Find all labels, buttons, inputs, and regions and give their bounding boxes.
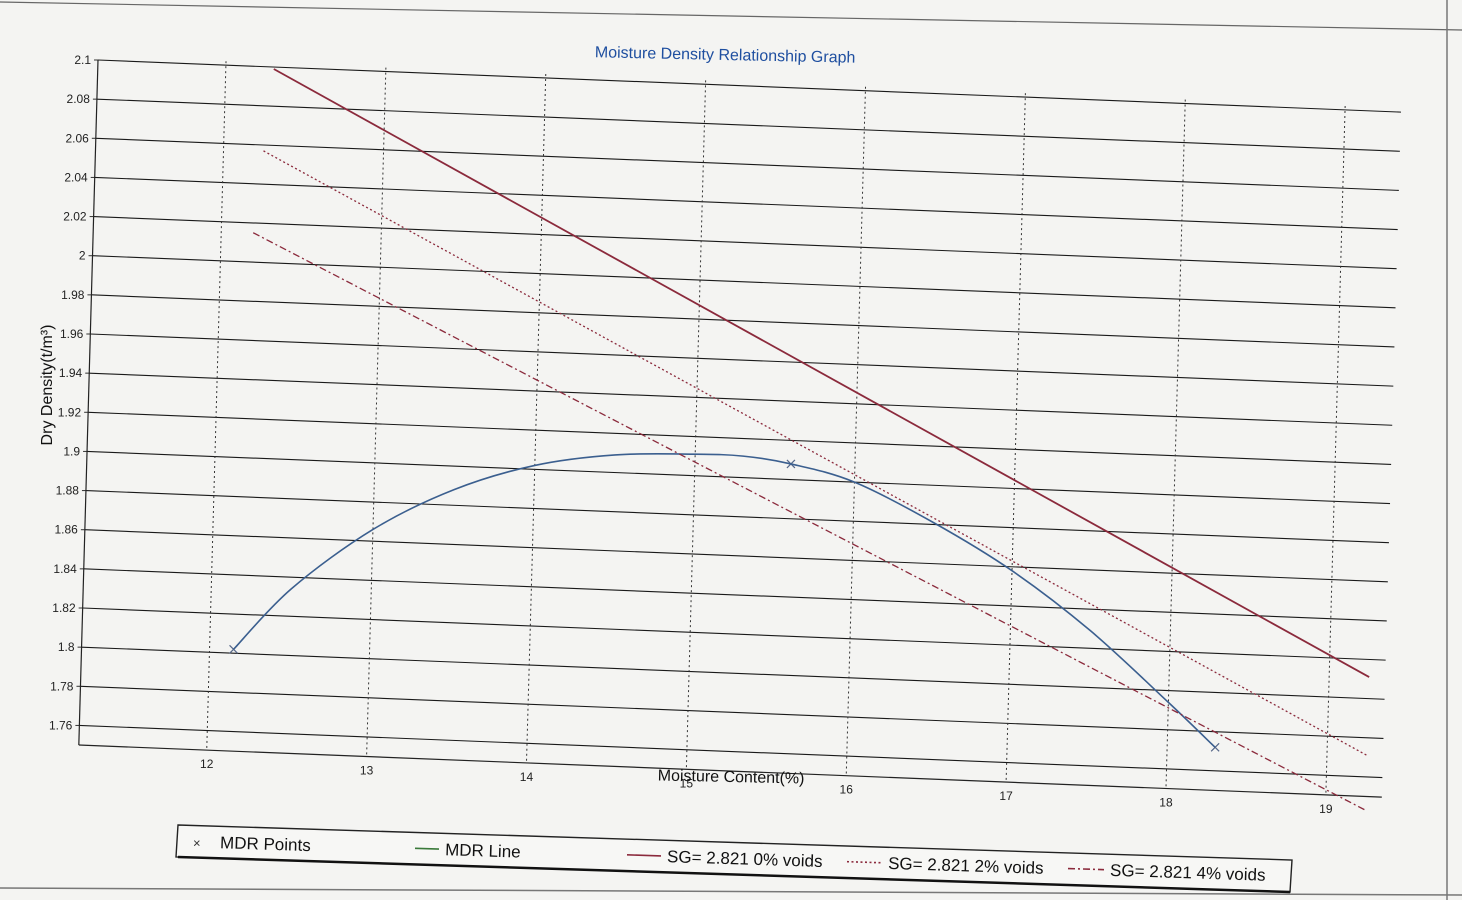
page-border-top [0,1,1462,31]
y-tick-label: 2.02 [63,210,87,224]
y-tick-label: 1.78 [50,679,74,693]
legend: × MDR Points MDR Line SG= 2.821 0% voids SG=… [175,824,1293,894]
y-axis-title: Dry Density(t/m³) [39,325,56,446]
y-tick-label: 1.84 [53,562,77,576]
x-tick-label: 19 [1319,802,1333,816]
h-gridline [82,607,1386,661]
y-tick-label: 1.96 [60,327,84,341]
legend-label: SG= 2.821 0% voids [667,847,823,871]
h-gridline [91,294,1395,348]
grid [79,59,1402,795]
y-tick-label: 1.82 [52,601,76,615]
x-tick-label: 18 [1159,795,1173,809]
h-gridline [95,137,1399,191]
y-tick-label: 1.86 [54,523,78,537]
legend-label: SG= 2.821 2% voids [888,854,1044,878]
h-gridline [83,568,1387,622]
chart-title: Moisture Density Relationship Graph [595,44,856,66]
v-gridline [525,73,547,763]
h-gridline [88,411,1392,465]
x-axis-line [78,744,1382,798]
void-line-3 [263,150,1368,756]
v-gridline [1165,99,1186,789]
h-gridline [81,646,1385,700]
x-tick-label: 15 [680,776,694,790]
y-tick-label: 2.08 [67,92,91,106]
x-tick-label: 13 [360,764,374,778]
v-gridline [845,86,867,776]
y-tick-label: 2.1 [74,53,91,67]
h-gridline [85,490,1389,544]
h-gridline [87,450,1391,505]
y-tick-label: 2 [79,249,86,263]
h-gridline [97,59,1402,113]
y-tick-label: 1.76 [49,718,73,732]
legend-label: SG= 2.821 4% voids [1110,861,1266,885]
h-gridline [94,176,1398,231]
y-tick-label: 2.06 [65,131,89,145]
y-axis-line [78,59,99,746]
legend-swatch [846,860,883,864]
h-gridline [96,98,1400,152]
axes: 2.1 2.08 2.06 2.04 2.02 2 1.98 1.96 1.94 1.92 1.9 1… [49,53,1382,816]
y-tick-label: 1.88 [56,484,80,498]
v-gridline [206,61,227,751]
legend-entry: SG= 2.821 2% voids [846,854,1044,878]
page-border-bottom [0,887,1462,896]
v-gridline [1325,105,1346,795]
legend-swatch [626,854,662,857]
h-gridline [92,255,1396,309]
x-tick-label: 17 [999,789,1013,803]
series-layer [229,68,1370,811]
h-gridline [79,724,1383,779]
legend-swatch [1067,867,1105,871]
legend-entry: MDR Line [414,840,521,862]
v-gridline [366,67,387,757]
v-gridline [685,80,707,770]
x-axis-title: Moisture Content(%) [658,767,805,787]
legend-x-marker: × [193,835,201,850]
h-gridline [80,685,1384,739]
legend-entry: SG= 2.821 0% voids [626,847,823,871]
legend-entry: × MDR Points [193,833,311,855]
h-gridline [90,333,1394,387]
legend-entry: SG= 2.821 4% voids [1067,861,1266,885]
h-gridline [93,216,1397,270]
y-tick-label: 1.94 [59,366,83,380]
legend-label: MDR Line [445,840,521,861]
mdr-curve [232,452,1216,748]
v-gridline [1005,93,1026,783]
y-tick-label: 1.92 [58,405,82,419]
legend-label: MDR Points [220,833,311,855]
x-tick-label: 12 [200,757,214,771]
y-tick-label: 1.98 [61,288,85,302]
void-line-4 [252,232,1366,811]
y-tick-label: 1.9 [63,444,80,458]
x-tick-label: 16 [840,783,854,797]
h-gridline [89,372,1393,426]
h-gridline [84,529,1388,583]
y-tick-label: 2.04 [64,170,88,184]
legend-swatch [414,847,440,850]
void-line-2 [273,68,1370,678]
legend-box-shadow [177,855,1291,894]
y-tick-label: 1.8 [58,640,75,654]
x-tick-label: 14 [520,770,534,784]
